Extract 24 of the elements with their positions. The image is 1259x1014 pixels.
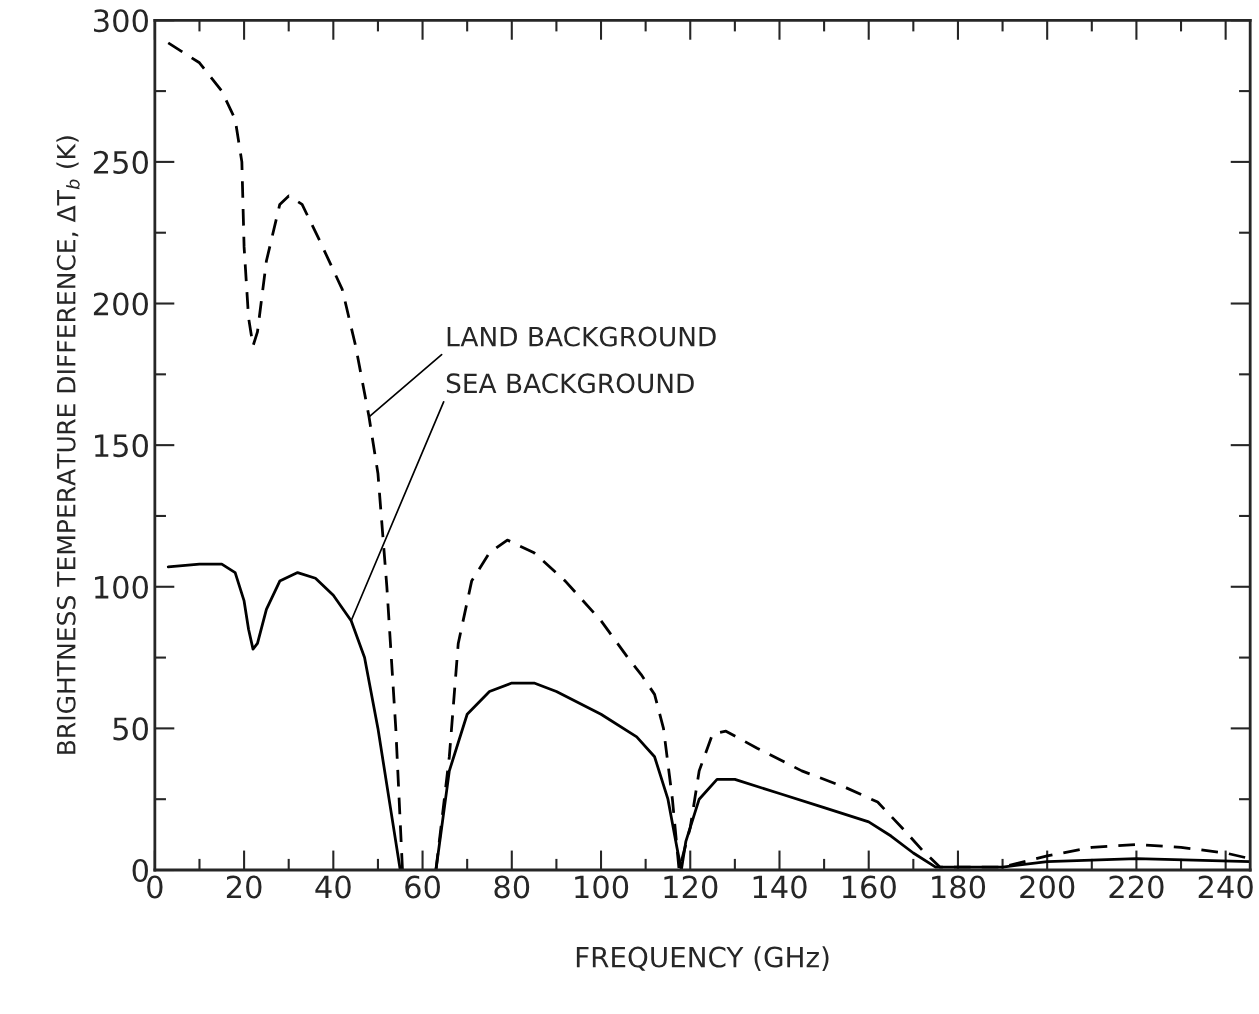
x-tick-label: 0 <box>147 875 163 899</box>
x-tick-label: 100 <box>575 875 629 899</box>
x-tick-label: 80 <box>494 875 530 899</box>
y-tick-label: 150 <box>95 434 148 458</box>
y-tick-label: 300 <box>94 9 148 33</box>
x-tick-label: 180 <box>932 875 986 899</box>
x-tick-label: 60 <box>405 875 440 899</box>
text: LAND BACKGROUND <box>447 326 716 347</box>
x-tick-label: 120 <box>664 875 718 899</box>
x-tick-label: 140 <box>753 875 807 899</box>
y-tick-label: 100 <box>95 575 148 599</box>
x-axis-title: FREQUENCY (GHz) <box>576 946 829 971</box>
y-tick-label: 0 <box>132 858 148 883</box>
x-tick-label: 40 <box>315 875 351 899</box>
x-tick-label: 20 <box>226 875 262 899</box>
text: SEA BACKGROUND <box>446 373 694 394</box>
y-tick-label: 200 <box>93 292 148 316</box>
x-tick-label: 200 <box>1020 875 1075 899</box>
x-tick-label: 160 <box>842 875 896 899</box>
x-tick-label: 220 <box>1109 875 1164 899</box>
y-tick-label: 50 <box>113 717 148 741</box>
y-tick-label: 250 <box>93 150 148 174</box>
x-tick-label: 240 <box>1198 875 1253 899</box>
y-axis-title: BRIGHTNESS TEMPERATURE DIFFERENCE, ΔT$_{b}$ (K) <box>56 136 80 754</box>
